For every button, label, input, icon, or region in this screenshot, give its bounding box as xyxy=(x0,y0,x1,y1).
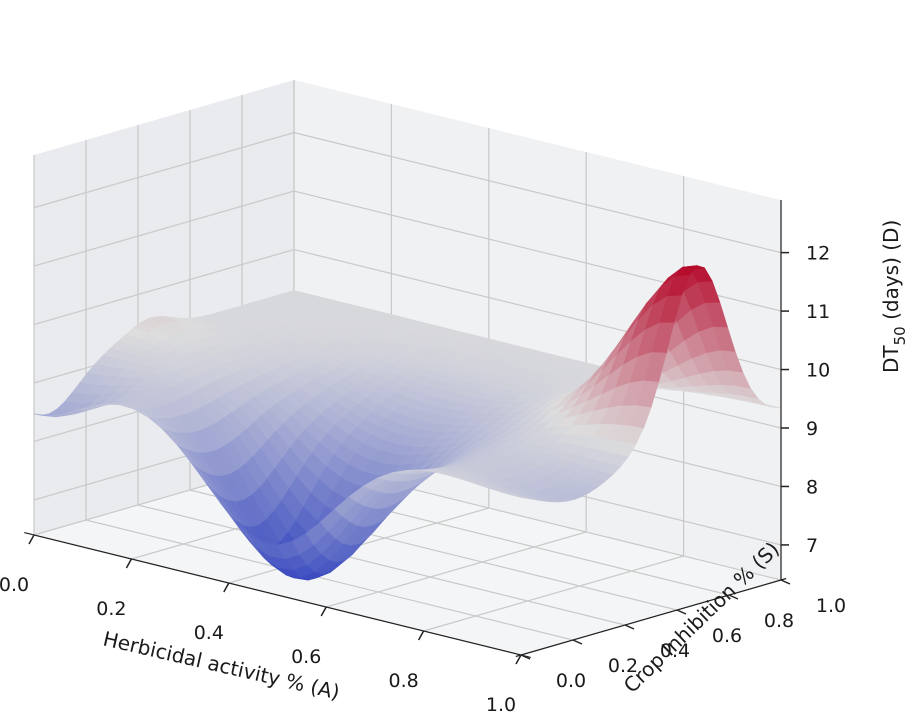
x-axis-line xyxy=(24,532,531,658)
x-tick-mark xyxy=(125,558,133,569)
floor-grid-x xyxy=(423,555,684,632)
x-tick-mark xyxy=(28,534,35,545)
y-tick-label: 1.0 xyxy=(816,595,846,617)
back-grid-z xyxy=(293,132,782,254)
y-tick-label: 0.0 xyxy=(556,670,586,692)
x-tick-mark xyxy=(320,606,327,617)
floor-grid-y xyxy=(137,504,626,626)
z-axis-label-main: DT xyxy=(879,345,903,373)
x-tick-mark xyxy=(515,654,522,665)
tick-labels: 0.0 0.2 0.4 0.6 0.8 1.0 0.0 0.2 0.4 0.6 0.8 1.0 7 8 9 1… xyxy=(0,243,846,713)
left-grid-z xyxy=(33,248,295,326)
y-tick-mark xyxy=(572,639,583,645)
floor-pane xyxy=(34,460,781,655)
x-tick-mark xyxy=(223,582,230,593)
z-axis-label-rest: (days) (D) xyxy=(879,220,903,327)
y-tick-label: 0.2 xyxy=(608,655,638,677)
axis-edges xyxy=(24,200,787,658)
left-grid-z xyxy=(33,190,295,267)
z-axis-label: DT50 (days) (D) xyxy=(879,220,909,373)
z-axis-label-sub: 50 xyxy=(891,326,909,345)
y-tick-label: 0.8 xyxy=(764,610,794,632)
z-tick-label: 7 xyxy=(806,535,818,557)
z-tick-label: 12 xyxy=(806,243,830,265)
x-tick-label: 0.8 xyxy=(388,670,418,692)
z-tick-label: 8 xyxy=(806,476,818,498)
z-tick-label: 9 xyxy=(806,418,818,440)
x-tick-label: 0.6 xyxy=(291,646,321,668)
surface-patch xyxy=(506,493,529,499)
y-axis-line xyxy=(515,577,787,658)
z-tick-label: 10 xyxy=(806,360,830,382)
surface xyxy=(33,265,782,581)
y-tick-mark xyxy=(728,594,739,600)
y-tick-mark xyxy=(520,654,531,660)
y-tick-mark xyxy=(676,609,687,615)
y-tick-label: 0.4 xyxy=(660,640,690,662)
x-tick-label: 0.0 xyxy=(0,574,29,596)
y-tick-mark xyxy=(780,579,791,585)
x-tick-label: 1.0 xyxy=(486,694,516,713)
z-tick-label: 11 xyxy=(806,301,830,323)
floor-grid-y xyxy=(85,519,574,641)
floor-grid-x xyxy=(326,531,587,608)
y-tick-mark xyxy=(624,624,635,630)
y-tick-label: 0.6 xyxy=(712,625,742,647)
x-tick-label: 0.2 xyxy=(96,598,126,620)
x-tick-label: 0.4 xyxy=(194,622,224,644)
left-grid-z xyxy=(33,132,295,209)
x-tick-mark xyxy=(417,630,425,641)
